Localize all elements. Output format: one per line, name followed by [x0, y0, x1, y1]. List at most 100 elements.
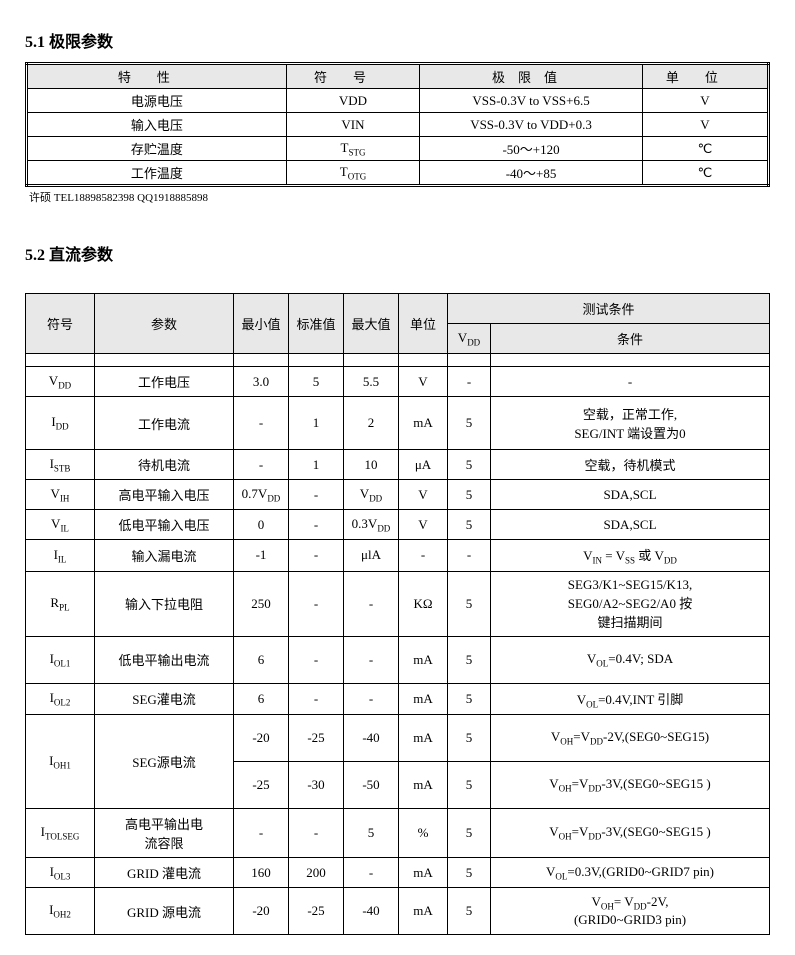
table-row: 电源电压 VDD VSS-0.3V to VSS+6.5 V — [27, 89, 769, 113]
cell-param: 高电平输出电流容限 — [95, 809, 234, 858]
cell-max: 0.3VDD — [344, 510, 399, 540]
cell-char: 输入电压 — [27, 113, 287, 137]
table-row: VIL 低电平输入电压 0 - 0.3VDD V 5 SDA,SCL — [26, 510, 770, 540]
cell-max: - — [344, 571, 399, 636]
header-symbol: 符号 — [286, 64, 420, 89]
cell-min: - — [234, 397, 289, 450]
cell-unit: % — [399, 809, 448, 858]
cell-symbol: TOTG — [286, 161, 420, 186]
cell-max: 5 — [344, 809, 399, 858]
contact-note: 许硕 TEL18898582398 QQ1918885898 — [29, 189, 770, 205]
cell-symbol: IOH1 — [26, 715, 95, 809]
cell-vdd: - — [448, 367, 491, 397]
cell-param: 工作电压 — [95, 367, 234, 397]
cell-cond: VOH=VDD-2V,(SEG0~SEG15) — [491, 715, 770, 762]
table-row: ITOLSEG 高电平输出电流容限 - - 5 % 5 VOH=VDD-3V,(… — [26, 809, 770, 858]
cell-symbol: IOL2 — [26, 683, 95, 715]
cell-cond: 空载，待机模式 — [491, 450, 770, 480]
cell-symbol: TSTG — [286, 137, 420, 161]
cell-vdd: 5 — [448, 636, 491, 683]
table-row: ISTB 待机电流 - 1 10 μA 5 空载，待机模式 — [26, 450, 770, 480]
spacer-row — [26, 354, 770, 367]
header-test: 测试条件 — [448, 294, 770, 324]
cell-vdd: 5 — [448, 715, 491, 762]
section-5-2-title: 5.2 直流参数 — [25, 241, 770, 265]
cell-cond: VOL=0.3V,(GRID0~GRID7 pin) — [491, 858, 770, 888]
cell-unit: mA — [399, 888, 448, 935]
table-row: IOL1 低电平输出电流 6 - - mA 5 VOL=0.4V; SDA — [26, 636, 770, 683]
cell-param: GRID 源电流 — [95, 888, 234, 935]
cell-param: 工作电流 — [95, 397, 234, 450]
cell-param: 输入漏电流 — [95, 540, 234, 572]
cell-typ: -30 — [289, 762, 344, 809]
table-row: 输入电压 VIN VSS-0.3V to VDD+0.3 V — [27, 113, 769, 137]
cell-unit: mA — [399, 858, 448, 888]
cell-symbol: RPL — [26, 571, 95, 636]
header-param: 参数 — [95, 294, 234, 354]
cell-unit: V — [642, 89, 768, 113]
cell-symbol: VIN — [286, 113, 420, 137]
cell-typ: - — [289, 571, 344, 636]
header-typ: 标准值 — [289, 294, 344, 354]
cell-typ: -25 — [289, 888, 344, 935]
table-5-2: 符号 参数 最小值 标准值 最大值 单位 测试条件 VDD 条件 VDD 工作电… — [25, 293, 770, 935]
cell-unit: mA — [399, 762, 448, 809]
cell-symbol: IDD — [26, 397, 95, 450]
cell-cond: VOH= VDD-2V,(GRID0~GRID3 pin) — [491, 888, 770, 935]
cell-cond: - — [491, 367, 770, 397]
cell-limit: VSS-0.3V to VSS+6.5 — [420, 89, 643, 113]
header-unit: 单位 — [399, 294, 448, 354]
cell-unit: V — [399, 480, 448, 510]
cell-vdd: 5 — [448, 762, 491, 809]
header-limit: 极限值 — [420, 64, 643, 89]
header-max: 最大值 — [344, 294, 399, 354]
cell-max: - — [344, 858, 399, 888]
cell-max: VDD — [344, 480, 399, 510]
cell-max: -40 — [344, 888, 399, 935]
header-min: 最小值 — [234, 294, 289, 354]
cell-symbol: IOL3 — [26, 858, 95, 888]
cell-unit: ℃ — [642, 161, 768, 186]
cell-min: 0 — [234, 510, 289, 540]
cell-param: 低电平输入电压 — [95, 510, 234, 540]
cell-vdd: 5 — [448, 450, 491, 480]
header-vdd: VDD — [448, 324, 491, 354]
cell-param: SEG源电流 — [95, 715, 234, 809]
cell-typ: -25 — [289, 715, 344, 762]
cell-max: - — [344, 636, 399, 683]
cell-symbol: VIL — [26, 510, 95, 540]
table-5-1-header: 特性 符号 极限值 单位 — [27, 64, 769, 89]
cell-cond: SDA,SCL — [491, 510, 770, 540]
cell-min: 0.7VDD — [234, 480, 289, 510]
cell-symbol: ISTB — [26, 450, 95, 480]
cell-vdd: 5 — [448, 510, 491, 540]
cell-max: 5.5 — [344, 367, 399, 397]
cell-char: 电源电压 — [27, 89, 287, 113]
cell-max: - — [344, 683, 399, 715]
cell-cond: VIN = VSS 或 VDD — [491, 540, 770, 572]
cell-vdd: 5 — [448, 480, 491, 510]
cell-unit: mA — [399, 683, 448, 715]
table-5-1: 特性 符号 极限值 单位 电源电压 VDD VSS-0.3V to VSS+6.… — [25, 62, 770, 187]
cell-vdd: - — [448, 540, 491, 572]
cell-symbol: IOL1 — [26, 636, 95, 683]
cell-min: - — [234, 809, 289, 858]
table-row: IIL 输入漏电流 -1 - μlA - - VIN = VSS 或 VDD — [26, 540, 770, 572]
cell-cond: VOL=0.4V; SDA — [491, 636, 770, 683]
cell-typ: - — [289, 809, 344, 858]
cell-typ: 5 — [289, 367, 344, 397]
cell-typ: - — [289, 540, 344, 572]
table-row: 工作温度 TOTG -40～+85 ℃ — [27, 161, 769, 186]
table-row: IOH1 SEG源电流 -20 -25 -40 mA 5 VOH=VDD-2V,… — [26, 715, 770, 762]
cell-symbol: ITOLSEG — [26, 809, 95, 858]
table-row: IDD 工作电流 - 1 2 mA 5 空载，正常工作,SEG/INT 端设置为… — [26, 397, 770, 450]
table-row: IOL2 SEG灌电流 6 - - mA 5 VOL=0.4V,INT 引脚 — [26, 683, 770, 715]
cell-vdd: 5 — [448, 858, 491, 888]
cell-param: 低电平输出电流 — [95, 636, 234, 683]
header-symbol: 符号 — [26, 294, 95, 354]
cell-limit: VSS-0.3V to VDD+0.3 — [420, 113, 643, 137]
cell-min: -25 — [234, 762, 289, 809]
table-5-2-header-1: 符号 参数 最小值 标准值 最大值 单位 测试条件 — [26, 294, 770, 324]
cell-max: 10 — [344, 450, 399, 480]
cell-symbol: VIH — [26, 480, 95, 510]
